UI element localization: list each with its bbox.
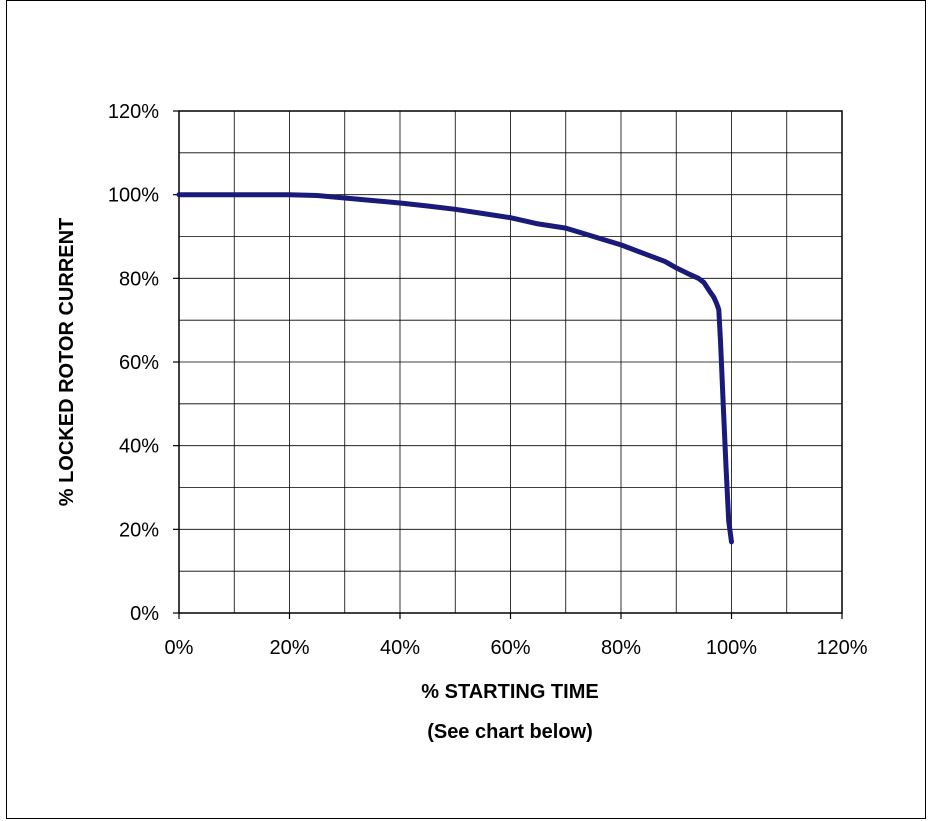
x-tick-label: 60% xyxy=(490,637,530,659)
x-tick-label: 100% xyxy=(706,637,757,659)
grid xyxy=(179,111,842,613)
x-tick-label: 0% xyxy=(165,637,194,659)
y-tick-label: 60% xyxy=(119,352,159,374)
series-layer xyxy=(176,192,734,545)
x-tick-label: 80% xyxy=(601,637,641,659)
chart-frame xyxy=(6,0,926,819)
y-tick-label: 80% xyxy=(119,268,159,290)
x-axis-note: (See chart below) xyxy=(427,721,593,743)
y-tick-label: 0% xyxy=(130,603,159,625)
tick-labels: 0% 20% 40% 60% 80% 100% 120% 0% 20% 40% 60% 80% 100%… xyxy=(108,101,868,659)
y-tick-label: 100% xyxy=(108,185,159,207)
x-tick-label: 40% xyxy=(380,637,420,659)
x-tick-label: 120% xyxy=(816,637,867,659)
x-axis-title: % STARTING TIME xyxy=(421,681,598,703)
axis-ticks xyxy=(173,110,843,619)
y-tick-label: 20% xyxy=(119,519,159,541)
series-line xyxy=(176,192,734,545)
x-tick-label: 20% xyxy=(269,637,309,659)
y-axis-title: % LOCKED ROTOR CURRENT xyxy=(56,218,78,507)
y-tick-label: 40% xyxy=(119,436,159,458)
y-tick-label: 120% xyxy=(108,101,159,123)
